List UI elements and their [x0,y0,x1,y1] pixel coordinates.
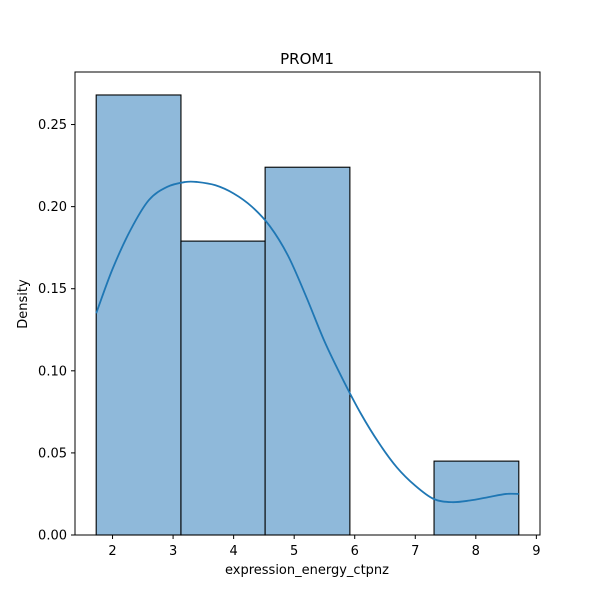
y-tick-label: 0.05 [38,446,67,461]
x-tick-label: 3 [169,544,177,559]
y-tick-label: 0.20 [38,200,67,215]
y-tick-label: 0.15 [38,282,67,297]
x-tick-label: 7 [411,544,419,559]
bars-layer [95,94,520,536]
x-tick-label: 9 [532,544,540,559]
histogram-bar-1 [95,94,182,536]
kde-curve [95,180,519,504]
histogram-bar-5 [433,460,520,536]
x-tick-label: 8 [472,544,480,559]
x-tick-label: 6 [351,544,359,559]
y-axis-label: Density [16,279,31,329]
x-tick-label: 5 [290,544,298,559]
histogram-bar-2 [180,240,266,536]
x-axis-ticks: 2 3 4 5 6 7 8 9 [108,535,541,559]
x-tick-label: 2 [108,544,116,559]
plot-frame [74,71,541,536]
y-axis-ticks: 0.00 0.05 0.10 0.15 0.20 0.25 [38,118,75,544]
chart-title: PROM1 [280,50,334,68]
y-tick-label: 0.10 [38,364,67,379]
x-tick-label: 4 [229,544,237,559]
y-tick-label: 0.00 [38,529,67,544]
histogram-bar-3 [264,166,351,536]
y-tick-label: 0.25 [38,118,67,133]
x-axis-label: expression_energy_ctpnz [225,563,389,578]
